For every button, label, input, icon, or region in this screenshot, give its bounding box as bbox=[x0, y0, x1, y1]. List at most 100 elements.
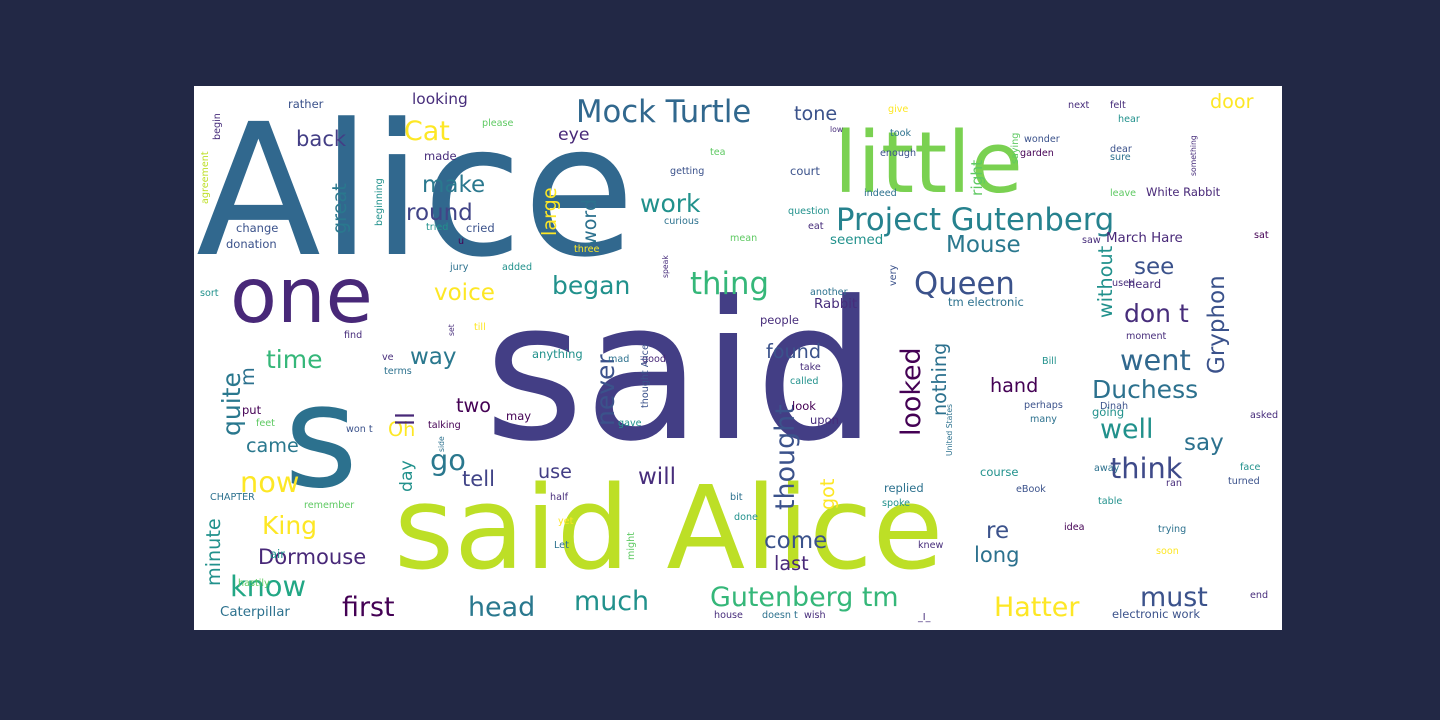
word-will: will bbox=[638, 464, 676, 490]
word-thought: thought bbox=[770, 404, 801, 510]
word-eat: eat bbox=[808, 221, 824, 232]
word-well: well bbox=[1100, 414, 1153, 445]
word-find: find bbox=[344, 330, 362, 341]
word-come: come bbox=[764, 528, 827, 554]
word-seemed: seemed bbox=[830, 233, 883, 248]
word-day: day bbox=[397, 460, 417, 492]
word-people: people bbox=[760, 313, 799, 327]
word-turned: turned bbox=[1228, 476, 1260, 487]
word-quite: quite bbox=[217, 372, 246, 436]
word-make: make bbox=[422, 172, 485, 198]
word-donation: donation bbox=[226, 237, 277, 251]
word-queen: Queen bbox=[914, 267, 1015, 302]
word-dinah: Dinah bbox=[1100, 401, 1128, 412]
word-looking: looking bbox=[412, 90, 468, 108]
word-way: way bbox=[410, 344, 457, 370]
word-mean: mean bbox=[730, 233, 757, 244]
word-found: found bbox=[766, 340, 821, 363]
word-garden: garden bbox=[1020, 148, 1054, 159]
word-done: done bbox=[734, 512, 758, 523]
word-work: work bbox=[640, 189, 701, 218]
word-electronic-work: electronic work bbox=[1112, 607, 1200, 621]
word-king: King bbox=[262, 511, 317, 540]
word-perhaps: perhaps bbox=[1024, 400, 1063, 411]
word-ran: ran bbox=[1166, 478, 1182, 489]
word-time: time bbox=[266, 345, 322, 374]
word-till: till bbox=[474, 322, 486, 333]
word-course: course bbox=[980, 465, 1018, 479]
word-first: first bbox=[342, 592, 395, 623]
word-re: re bbox=[986, 518, 1009, 544]
word-many: many bbox=[1030, 414, 1057, 425]
word-going: going bbox=[1092, 405, 1124, 419]
word-may: may bbox=[506, 409, 531, 423]
word-very: very bbox=[888, 264, 899, 286]
word-voice: voice bbox=[434, 280, 495, 306]
word-must: must bbox=[1140, 582, 1208, 613]
word-knew: knew bbox=[918, 540, 944, 551]
word-nothing: nothing bbox=[928, 343, 951, 416]
word-yet: yet bbox=[558, 516, 574, 527]
word-said-alice: said Alice bbox=[394, 462, 943, 596]
word-sure: sure bbox=[1110, 152, 1131, 163]
word-m: m bbox=[236, 367, 259, 386]
word-court: court bbox=[790, 164, 820, 178]
word-bit: bit bbox=[730, 492, 743, 503]
word-spoke: spoke bbox=[882, 498, 910, 509]
word-rather: rather bbox=[288, 97, 324, 111]
word-chapter: CHAPTER bbox=[210, 492, 255, 503]
word-oh: Oh bbox=[388, 418, 415, 441]
word-good: good bbox=[642, 354, 666, 365]
word-tea: tea bbox=[710, 147, 726, 158]
word-march-hare: March Hare bbox=[1106, 231, 1183, 246]
word-much: much bbox=[574, 586, 649, 617]
word-cloud-panel: said Alice s said Alice little one Mock Turtle… bbox=[194, 86, 1282, 630]
word-dear: dear bbox=[1110, 144, 1132, 155]
word-united-states: United States bbox=[945, 404, 954, 456]
word-gave: gave bbox=[618, 418, 642, 429]
word-something: something bbox=[1189, 135, 1198, 176]
word-mouse: Mouse bbox=[946, 232, 1021, 258]
word-think: think bbox=[1110, 451, 1183, 485]
word-cat: Cat bbox=[404, 116, 450, 147]
word-saw: saw bbox=[1082, 235, 1101, 246]
word-word: word bbox=[578, 199, 601, 246]
word-curious: curious bbox=[664, 216, 699, 227]
word-wonder: wonder bbox=[1024, 134, 1060, 145]
word-feet: feet bbox=[256, 418, 275, 429]
word-tried: tried bbox=[426, 222, 448, 233]
word-caterpillar: Caterpillar bbox=[220, 605, 290, 620]
word-rabbit: Rabbit bbox=[814, 297, 857, 312]
word-side: side bbox=[437, 436, 446, 452]
word-low: low bbox=[830, 125, 843, 134]
word-ebook: eBook bbox=[1016, 484, 1046, 495]
word-s: s bbox=[284, 354, 358, 520]
word-take: take bbox=[800, 362, 821, 373]
word-i: _I_ bbox=[917, 612, 931, 623]
word-right: right bbox=[968, 160, 986, 196]
word-idea: idea bbox=[1064, 522, 1085, 533]
word-went: went bbox=[1120, 343, 1191, 377]
word-thing: thing bbox=[690, 267, 769, 302]
word-air: air bbox=[270, 547, 285, 561]
word-cried: cried bbox=[466, 221, 495, 235]
word-used: used bbox=[1112, 278, 1135, 289]
word-replied: replied bbox=[884, 481, 924, 495]
word-little: little bbox=[834, 114, 1023, 212]
word-sort: sort bbox=[200, 288, 219, 299]
word-know: know bbox=[230, 569, 306, 603]
word-soon: soon bbox=[1156, 546, 1179, 557]
word-next: next bbox=[1068, 100, 1089, 111]
word-minute: minute bbox=[202, 518, 225, 586]
word-two: two bbox=[456, 394, 491, 417]
word-heard: heard bbox=[1128, 277, 1161, 291]
word-see: see bbox=[1134, 254, 1174, 280]
word-let: Let bbox=[554, 540, 569, 551]
word-dormouse: Dormouse bbox=[258, 544, 366, 569]
word-saying: saying bbox=[1010, 133, 1021, 164]
word-duchess: Duchess bbox=[1092, 375, 1198, 404]
word-house: house bbox=[714, 610, 743, 621]
word-ll: ll bbox=[391, 412, 420, 426]
word-put: put bbox=[242, 403, 262, 417]
word-leave: leave bbox=[1110, 188, 1136, 199]
